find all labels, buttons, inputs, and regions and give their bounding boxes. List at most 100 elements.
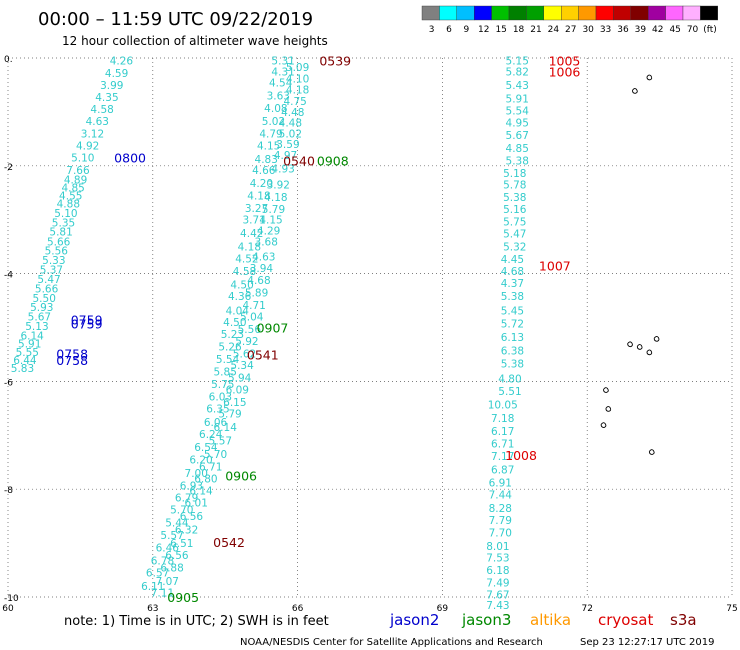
swh-value-label: 4.58	[90, 104, 113, 116]
colorbar-swatch	[630, 5, 649, 21]
swh-value-label: 5.75	[503, 216, 526, 228]
swh-value-label: 5.56	[238, 324, 262, 336]
satellite-legend: jason2 jason3 altika cryosat s3a	[389, 611, 697, 629]
swh-value-label: 5.38	[501, 359, 524, 371]
swh-value-label: 7.70	[489, 527, 512, 539]
swh-value-label: 4.31	[271, 66, 294, 78]
swh-value-label: 6.17	[491, 426, 514, 438]
swh-value-label: 4.92	[76, 140, 99, 152]
swh-value-label: 5.35	[52, 217, 75, 229]
x-tick-label: 69	[437, 604, 449, 614]
island-outline	[646, 74, 653, 81]
swh-value-label: 8.01	[486, 541, 509, 553]
swh-value-label: 5.94	[228, 373, 252, 385]
swh-value-label: 6.44	[13, 355, 37, 367]
swh-value-label: 5.57	[160, 530, 183, 542]
swh-value-label: 7.44	[489, 490, 513, 502]
x-tick-label: 63	[147, 604, 158, 614]
swh-value-label: 10.05	[488, 400, 518, 412]
swh-value-label: 6.09	[226, 384, 249, 396]
colorbar-swatch	[439, 5, 457, 21]
colorbar-swatch	[508, 5, 527, 21]
swh-value-label: 3.92	[267, 180, 290, 192]
swh-value-label: 5.37	[40, 264, 63, 276]
swh-value-label: 4.97	[274, 150, 297, 162]
pass-time-label: 0539	[319, 54, 351, 69]
swh-value-label: 4.37	[501, 278, 524, 290]
swh-value-label: 5.79	[218, 409, 241, 421]
swh-value-label: 5.44	[165, 518, 189, 530]
swh-value-label: 6.91	[489, 478, 512, 490]
swh-value-label: 4.20	[250, 178, 273, 190]
swh-value-label: 6.14	[214, 422, 238, 434]
swh-value-label: 5.09	[286, 62, 309, 74]
swh-value-label: 4.63	[86, 116, 109, 128]
swh-value-label: 4.18	[264, 192, 287, 204]
swh-value-label: 5.93	[30, 302, 53, 314]
colorbar-swatch	[456, 5, 475, 21]
swh-value-label: 5.79	[262, 204, 285, 216]
swh-value-label: 5.66	[35, 284, 59, 296]
swh-value-label: 5.04	[240, 312, 264, 324]
swh-value-label: 8.28	[489, 503, 512, 515]
swh-value-label: 5.75	[211, 379, 234, 391]
swh-value-label: 5.32	[503, 242, 526, 254]
swh-value-label: 6.57	[146, 568, 169, 580]
colorbar-swatch	[526, 5, 545, 21]
swh-value-label: 6.38	[501, 346, 524, 358]
swh-value-label: 4.66	[252, 165, 276, 177]
swh-value-label: 7.18	[491, 413, 514, 425]
swh-value-label: 5.55	[16, 347, 39, 359]
y-tick-label: 0.	[4, 55, 13, 65]
swh-value-label: 5.54	[506, 105, 530, 117]
footer-note: note: 1) Time is in UTC; 2) SWH is in fe…	[64, 614, 329, 629]
swh-value-label: 4.68	[501, 266, 524, 278]
pass-time-label: 0542	[213, 535, 245, 550]
swh-value-label: 6.79	[175, 492, 198, 504]
x-tick-label: 66	[292, 604, 304, 614]
swh-value-label: 6.13	[501, 332, 524, 344]
swh-value-label: 4.71	[242, 300, 265, 312]
swh-value-label: 3.71	[242, 215, 265, 227]
colorbar-label: 12	[478, 25, 489, 35]
swh-value-label: 4.59	[105, 68, 128, 80]
swh-value-label: 4.83	[255, 154, 278, 166]
pass-time-label: 1006	[549, 64, 581, 79]
pass-time-label: 0905	[167, 590, 199, 605]
swh-value-label: 4.42	[240, 228, 263, 240]
swh-value-label: 5.38	[506, 155, 529, 167]
y-tick-label: -8	[4, 486, 13, 496]
swh-value-label: 5.91	[506, 93, 529, 105]
swh-value-label: 4.85	[61, 182, 84, 194]
swh-value-label: 5.91	[18, 339, 41, 351]
pass-time-label: 0759	[71, 312, 103, 327]
x-tick-label: 72	[581, 604, 592, 614]
swh-value-label: 5.47	[503, 229, 526, 241]
swh-value-label: 6.24	[199, 429, 223, 441]
swh-value-label: 6.32	[175, 525, 198, 537]
swh-value-label: 4.55	[59, 190, 82, 202]
y-tick-label: -6	[4, 378, 13, 388]
swh-value-label: 7.17	[491, 451, 514, 463]
swh-value-label: 5.31	[271, 56, 294, 68]
swh-value-label: 4.08	[264, 103, 287, 115]
swh-value-label: 5.10	[71, 153, 94, 165]
swh-value-label: 4.15	[257, 140, 280, 152]
swh-value-label: 5.56	[45, 245, 69, 257]
swh-value-label: 5.70	[170, 505, 193, 517]
colorbar-label: 45	[669, 25, 680, 35]
swh-value-label: 4.18	[286, 84, 309, 96]
swh-value-label: 4.04	[226, 305, 250, 317]
y-tick-label: -4	[4, 271, 13, 281]
swh-value-label: 5.92	[235, 336, 258, 348]
colorbar-swatch	[543, 5, 562, 21]
swh-value-label: 5.57	[209, 436, 232, 448]
swh-value-label: 6.78	[151, 555, 174, 567]
swh-value-label: 6.14	[20, 331, 44, 343]
swh-value-label: 3.27	[245, 203, 268, 215]
swh-value-label: 4.75	[283, 96, 306, 108]
swh-value-label: 6.71	[491, 438, 514, 450]
swh-value-label: 6.80	[194, 473, 217, 485]
colorbar-label: 9	[464, 25, 470, 35]
